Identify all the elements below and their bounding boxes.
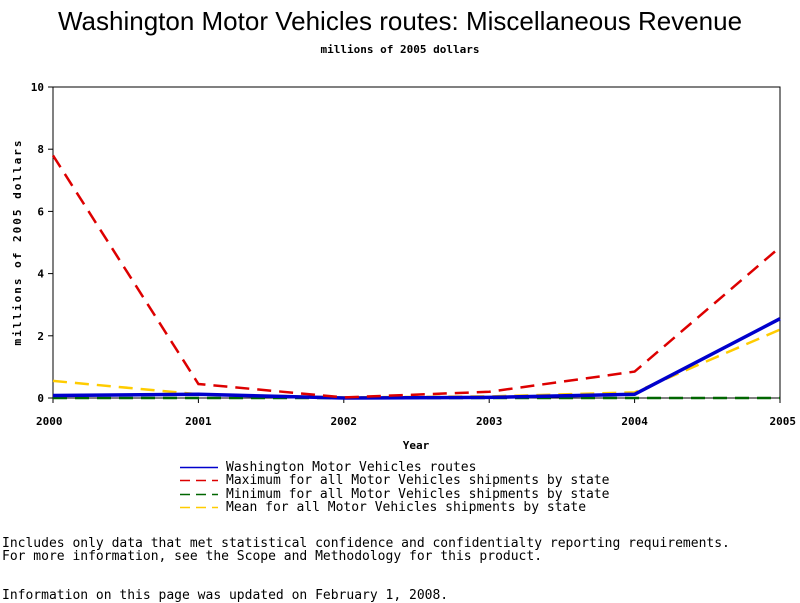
series-line-1 [51,154,781,399]
line-chart: 0 2 4 6 8 10 2000 2001 2002 2003 2004 2005 Year mi… [11,81,796,452]
x-tick-label: 2002 [331,415,358,428]
legend-swatch [180,493,218,495]
x-tick-label: 2003 [476,415,503,428]
x-tick-label: 2005 [770,415,797,428]
y-tick-label: 4 [37,268,44,281]
legend-item: Minimum for all Motor Vehicles shipments… [178,486,610,502]
chart-title: Washington Motor Vehicles routes: Miscel… [57,6,743,36]
legend-item: Washington Motor Vehicles routes [178,461,610,474]
legend-swatch [180,466,218,469]
footnote-confidence: Includes only data that met statistical … [2,536,730,551]
y-axis: 0 2 4 6 8 10 [31,81,53,405]
legend-item: Mean for all Motor Vehicles shipments by… [178,501,610,514]
legend-label: Mean for all Motor Vehicles shipments by… [226,499,587,515]
y-tick-label: 0 [37,392,44,405]
x-tick-label: 2000 [36,415,63,428]
x-tick-label: 2001 [185,415,212,428]
legend-label: Minimum for all Motor Vehicles shipments… [226,486,610,502]
chart-subtitle: millions of 2005 dollars [320,43,480,56]
legend: Washington Motor Vehicles routes Maximum … [178,461,610,514]
y-tick-label: 10 [31,81,44,94]
y-tick-label: 2 [37,330,44,343]
y-tick-label: 8 [37,143,44,156]
x-axis: 2000 2001 2002 2003 2004 2005 [36,398,796,428]
series-line-0 [52,317,781,400]
footnote-updated: Information on this page was updated on … [2,588,449,603]
legend-label: Maximum for all Motor Vehicles shipments… [226,473,610,489]
y-axis-title: millions of 2005 dollars [11,139,24,346]
legend-label: Washington Motor Vehicles routes [226,460,477,475]
plot-area-frame [52,86,781,399]
legend-swatch [180,506,218,509]
series-lines [51,154,781,400]
y-tick-label: 6 [37,205,44,218]
legend-item: Maximum for all Motor Vehicles shipments… [178,473,610,489]
footnote-methodology: For more information, see the Scope and … [2,549,543,564]
x-axis-title: Year [403,439,430,452]
x-tick-label: 2004 [621,415,648,428]
legend-swatch [180,480,218,482]
